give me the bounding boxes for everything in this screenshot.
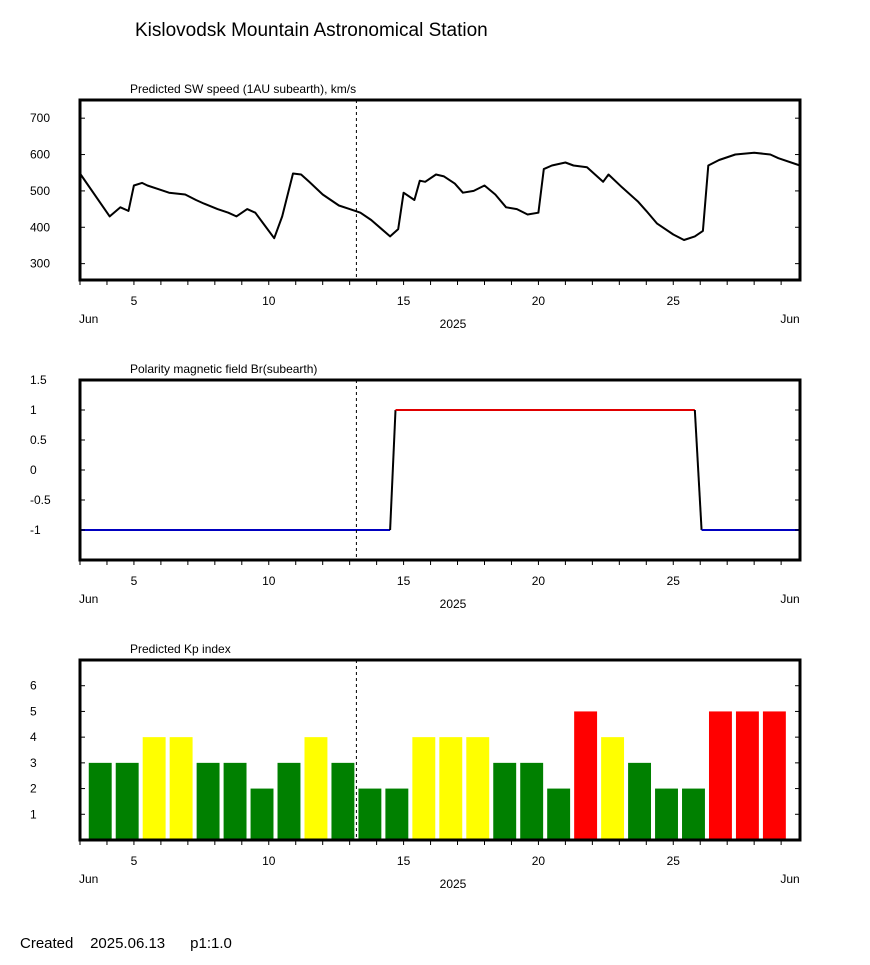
panel3-kp-bar — [547, 788, 571, 840]
panel2-y-tick-label: 1 — [30, 403, 37, 417]
panel3-kp-bar — [358, 788, 382, 840]
panel3-kp-bar — [412, 737, 436, 840]
panel2-x-tick-label: 5 — [131, 574, 138, 588]
panel3-kp-bar — [196, 762, 220, 840]
panel2-polarity-segment — [693, 409, 703, 531]
panel3-y-tick-label: 2 — [30, 782, 37, 796]
footer-date: 2025.06.13 — [90, 935, 166, 952]
panel1-x-tick-label: 20 — [532, 294, 546, 308]
panel3-kp-bar — [88, 762, 112, 840]
panel3-kp-bar — [493, 762, 517, 840]
panel2-title: Polarity magnetic field Br(subearth) — [130, 362, 317, 376]
panel1-x-tick-label: 10 — [262, 294, 276, 308]
panel3-x-tick-label: 25 — [667, 854, 681, 868]
panel2-y-tick-label: 0 — [30, 463, 37, 477]
panel2-y-tick-label: 0.5 — [30, 433, 47, 447]
panel3-year-label: 2025 — [440, 877, 467, 891]
page-title: Kislovodsk Mountain Astronomical Station — [135, 20, 488, 41]
panel3-x-tick-label: 15 — [397, 854, 411, 868]
panel2-month-left: Jun — [79, 592, 98, 606]
panel1-y-tick-label: 300 — [30, 257, 50, 271]
panel1-year-label: 2025 — [440, 317, 467, 331]
panel1-y-tick-label: 400 — [30, 220, 50, 234]
panel3-kp-bar — [250, 788, 274, 840]
panel1-title: Predicted SW speed (1AU subearth), km/s — [130, 82, 356, 96]
panel3-x-tick-label: 10 — [262, 854, 276, 868]
panel3-kp-bar — [439, 737, 463, 840]
panel3-title: Predicted Kp index — [130, 642, 231, 656]
panel1-sw-speed-line — [79, 151, 801, 241]
panel2-year-label: 2025 — [440, 597, 467, 611]
footer: Created 2025.06.13 p1:1.0 — [20, 935, 232, 952]
panel2-polarity-segment — [389, 409, 397, 531]
panel3-kp-bar — [142, 737, 166, 840]
panel3-y-tick-label: 6 — [30, 679, 37, 693]
panel2-x-tick-label: 25 — [667, 574, 681, 588]
panel3-y-tick-label: 5 — [30, 704, 37, 718]
panel3-kp-bar — [169, 737, 193, 840]
footer-created-label: Created — [20, 935, 74, 952]
panel3-kp-bar — [601, 737, 625, 840]
panel2-x-tick-label: 20 — [532, 574, 546, 588]
panel3-x-tick-label: 5 — [131, 854, 138, 868]
panel1-x-tick-label: 5 — [131, 294, 138, 308]
panel3-kp-bar — [520, 762, 544, 840]
panel2-month-right: Jun — [780, 592, 799, 606]
panel2-x-tick-label: 15 — [397, 574, 411, 588]
footer-page: p1:1.0 — [190, 935, 232, 952]
panel3-month-left: Jun — [79, 872, 98, 886]
panel1-month-left: Jun — [79, 312, 98, 326]
panel3-kp-bar — [574, 711, 598, 840]
panel3-kp-bar — [115, 762, 139, 840]
panel3-kp-bar — [628, 762, 652, 840]
panel3-kp-bar — [762, 711, 786, 840]
panel3-kp-bar — [304, 737, 328, 840]
panel1-y-tick-label: 500 — [30, 184, 50, 198]
panel1-frame — [78, 98, 802, 282]
panel2-y-tick-label: -0.5 — [30, 493, 51, 507]
panel3-kp-bar — [331, 762, 355, 840]
panel3-kp-bar — [655, 788, 678, 840]
panel3-y-tick-label: 3 — [30, 756, 37, 770]
panel3-x-tick-label: 20 — [532, 854, 546, 868]
panel2-y-tick-label: 1.5 — [30, 373, 47, 387]
panel3-y-tick-label: 4 — [30, 730, 37, 744]
panel3-frame — [78, 658, 802, 842]
panel3-kp-bar — [385, 788, 409, 840]
panel3-month-right: Jun — [780, 872, 799, 886]
panel2-y-tick-label: -1 — [30, 523, 41, 537]
panel2-x-tick-label: 10 — [262, 574, 276, 588]
panel1-x-tick-label: 25 — [667, 294, 681, 308]
panel1-y-tick-label: 600 — [30, 148, 50, 162]
panel3-kp-bar — [466, 737, 490, 840]
panel3-y-tick-label: 1 — [30, 807, 37, 821]
panel3-kp-bar — [708, 711, 732, 840]
panel3-kp-bar — [735, 711, 759, 840]
panel3-kp-bar — [277, 762, 301, 840]
panel1-x-tick-label: 15 — [397, 294, 411, 308]
panel2-frame — [78, 378, 802, 562]
panel3-kp-bar — [682, 788, 705, 840]
panel1-month-right: Jun — [780, 312, 799, 326]
panel1-y-tick-label: 700 — [30, 111, 50, 125]
panel3-kp-bar — [223, 762, 247, 840]
